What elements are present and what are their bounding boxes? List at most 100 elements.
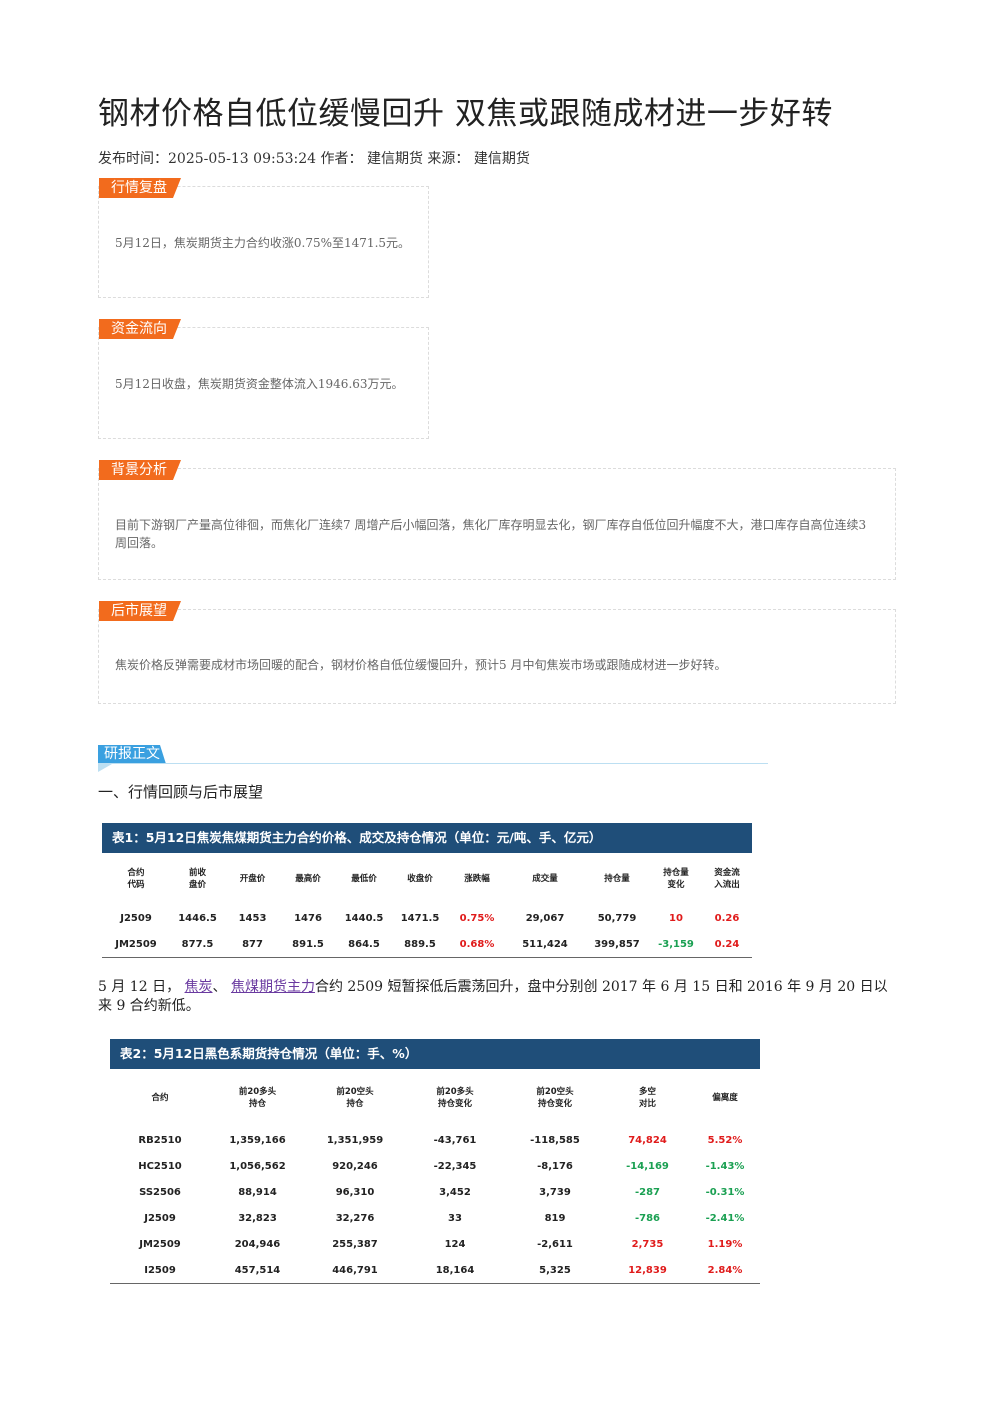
table2-cell: 5,325 xyxy=(539,1264,571,1276)
table2-cell: -8,176 xyxy=(537,1160,573,1172)
table2-cell: 33 xyxy=(448,1212,462,1224)
market-review-tag: 行情复盘 xyxy=(99,178,181,198)
table2-cell: 1.19% xyxy=(707,1238,743,1250)
table2-header-3: 前20多头 持仓变化 xyxy=(436,1087,474,1109)
outlook-tag: 后市展望 xyxy=(99,601,181,621)
table2-cell: 3,452 xyxy=(439,1186,471,1198)
table1-header-10: 资金流 入流出 xyxy=(714,868,740,890)
table1-bottom-rule xyxy=(102,957,752,958)
report-divider-cap xyxy=(98,764,112,772)
table1-cell: 1476 xyxy=(294,912,322,924)
table-row: I2509 457,514 446,791 18,164 5,325 12,839 2.84… xyxy=(110,1257,760,1283)
market-review-text: 5月12日，焦炭期货主力合约收涨0.75%至1471.5元。 xyxy=(115,236,411,250)
table2-cell: 457,514 xyxy=(234,1264,281,1276)
table2-cell: 204,946 xyxy=(234,1238,281,1250)
table2-cell: 18,164 xyxy=(435,1264,475,1276)
table1: 表1：5月12日焦炭焦煤期货主力合约价格、成交及持仓情况（单位：元/吨、手、亿元… xyxy=(102,823,752,958)
table1-cell: JM2509 xyxy=(115,938,157,950)
table1-header-5: 收盘价 xyxy=(407,874,433,884)
table1-header-4: 最低价 xyxy=(351,874,377,884)
table1-header-6: 涨跌幅 xyxy=(464,874,490,884)
table1-header-9: 持仓量 变化 xyxy=(663,868,689,890)
table2-cell: RB2510 xyxy=(138,1134,182,1146)
table-row: HC2510 1,056,562 920,246 -22,345 -8,176 -14,1… xyxy=(110,1153,760,1179)
table2-header-6: 偏离度 xyxy=(712,1093,738,1103)
link-coke[interactable]: 焦炭 xyxy=(184,979,213,995)
background-tag: 背景分析 xyxy=(99,460,181,480)
table2-cell: 255,387 xyxy=(332,1238,378,1250)
table1-cell: 1453 xyxy=(238,912,267,924)
report-divider xyxy=(98,763,768,764)
table1-header-2: 开盘价 xyxy=(239,874,266,884)
table2-cell: -287 xyxy=(634,1186,661,1198)
table2-cell: 3,739 xyxy=(539,1186,571,1198)
table1-header-8: 持仓量 xyxy=(604,874,630,884)
table1-header-1: 前收 盘价 xyxy=(188,868,206,890)
table1-cell: 0.24 xyxy=(714,938,740,950)
table2: 表2：5月12日黑色系期货持仓情况（单位：手、%） 合约 前20多头 持仓 前20空头… xyxy=(110,1039,760,1284)
table1-cell: 864.5 xyxy=(348,938,380,950)
table1-cell: 877.5 xyxy=(181,938,214,950)
para-prefix: 5 月 12 日， xyxy=(98,979,181,995)
table2-cell: 5.52% xyxy=(707,1134,743,1146)
table2-cell: -22,345 xyxy=(433,1160,477,1172)
table2-cell: 920,246 xyxy=(332,1160,378,1172)
table2-cell: J2509 xyxy=(144,1212,176,1224)
table1-cell: 511,424 xyxy=(522,938,568,950)
table1-cell: 891.5 xyxy=(292,938,324,950)
table1-cell: -3,159 xyxy=(658,938,694,950)
table2-header-0: 合约 xyxy=(151,1093,169,1103)
table1-cell: 877 xyxy=(242,938,263,950)
table1-grid: 合约 代码 前收 盘价 开盘价 最高价 最低价 收盘价 涨跌幅 成交量 持仓量 持仓量 变化 资金流 入流出… xyxy=(102,853,752,957)
fund-flow-tag: 资金流向 xyxy=(99,319,181,339)
table-row: JM2509 877.5 877 891.5 864.5 889.5 0.68% 511,42… xyxy=(102,931,752,957)
table2-cell: 96,310 xyxy=(335,1186,375,1198)
table2-header-4: 前20空头 持仓变化 xyxy=(536,1087,574,1109)
table2-cell: 2,735 xyxy=(631,1238,664,1250)
report-tag: 研报正文 xyxy=(98,745,166,764)
table2-grid: 合约 前20多头 持仓 前20空头 持仓 前20多头 持仓变化 前20空头 持仓变化 多空 对比 偏离… xyxy=(110,1069,760,1283)
table2-cell: -1.43% xyxy=(705,1160,745,1172)
table2-header-5: 多空 对比 xyxy=(638,1087,656,1109)
table2-cell: 32,823 xyxy=(238,1212,277,1224)
table1-cell: 399,857 xyxy=(594,938,640,950)
table1-title: 表1：5月12日焦炭焦煤期货主力合约价格、成交及持仓情况（单位：元/吨、手、亿元… xyxy=(102,823,752,853)
table1-cell: 889.5 xyxy=(404,938,436,950)
table2-cell: HC2510 xyxy=(138,1160,182,1172)
table-row: J2509 1446.5 1453 1476 1440.5 1471.5 0.75% 29,0… xyxy=(102,905,752,931)
table2-cell: 12,839 xyxy=(628,1264,667,1276)
table2-cell: 88,914 xyxy=(238,1186,277,1198)
table2-cell: JM2509 xyxy=(139,1238,181,1250)
article-meta: 发布时间：2025-05-13 09:53:24 作者： 建信期货 来源： 建信… xyxy=(98,151,530,167)
table-row: SS2506 88,914 96,310 3,452 3,739 -287 -0.31% xyxy=(110,1179,760,1205)
table2-cell: -43,761 xyxy=(433,1134,477,1146)
table2-cell: 446,791 xyxy=(332,1264,378,1276)
para-sep: 、 xyxy=(212,979,227,995)
table1-cell: 0.68% xyxy=(459,938,495,950)
table1-cell: 1446.5 xyxy=(178,912,217,924)
market-review-box: 行情复盘 5月12日，焦炭期货主力合约收涨0.75%至1471.5元。 xyxy=(98,186,429,298)
table1-cell: 10 xyxy=(669,912,683,924)
table2-cell: 124 xyxy=(444,1238,466,1250)
table1-cell: 1471.5 xyxy=(400,912,440,924)
report-paragraph: 5 月 12 日， 焦炭、 焦煤期货主力合约 2509 短暂探低后震荡回升，盘中… xyxy=(98,978,898,1016)
table-row: J2509 32,823 32,276 33 819 -786 -2.41% xyxy=(110,1205,760,1231)
table2-cell: SS2506 xyxy=(139,1186,181,1198)
table2-bottom-rule xyxy=(110,1283,760,1284)
table2-cell: -786 xyxy=(634,1212,661,1224)
table2-cell: -0.31% xyxy=(705,1186,745,1198)
table2-cell: 1,056,562 xyxy=(229,1160,286,1172)
table2-cell: 74,824 xyxy=(628,1134,667,1146)
article-title: 钢材价格自低位缓慢回升 双焦或跟随成材进一步好转 xyxy=(98,96,833,132)
table2-cell: 2.84% xyxy=(707,1264,743,1276)
table1-cell: 0.75% xyxy=(459,912,495,924)
table2-cell: -2.41% xyxy=(705,1212,745,1224)
outlook-text: 焦炭价格反弹需要成材市场回暖的配合，钢材价格自低位缓慢回升，预计5 月中旬焦炭市… xyxy=(115,658,727,672)
link-coking-coal-main[interactable]: 焦煤期货主力 xyxy=(230,979,315,995)
table1-header-7: 成交量 xyxy=(532,874,558,884)
fund-flow-box: 资金流向 5月12日收盘，焦炭期货资金整体流入1946.63万元。 xyxy=(98,327,429,439)
table2-header-2: 前20空头 持仓 xyxy=(336,1087,374,1109)
table2-cell: 1,351,959 xyxy=(326,1134,384,1146)
table2-cell: -2,611 xyxy=(537,1238,573,1250)
table2-header-1: 前20多头 持仓 xyxy=(238,1087,277,1109)
